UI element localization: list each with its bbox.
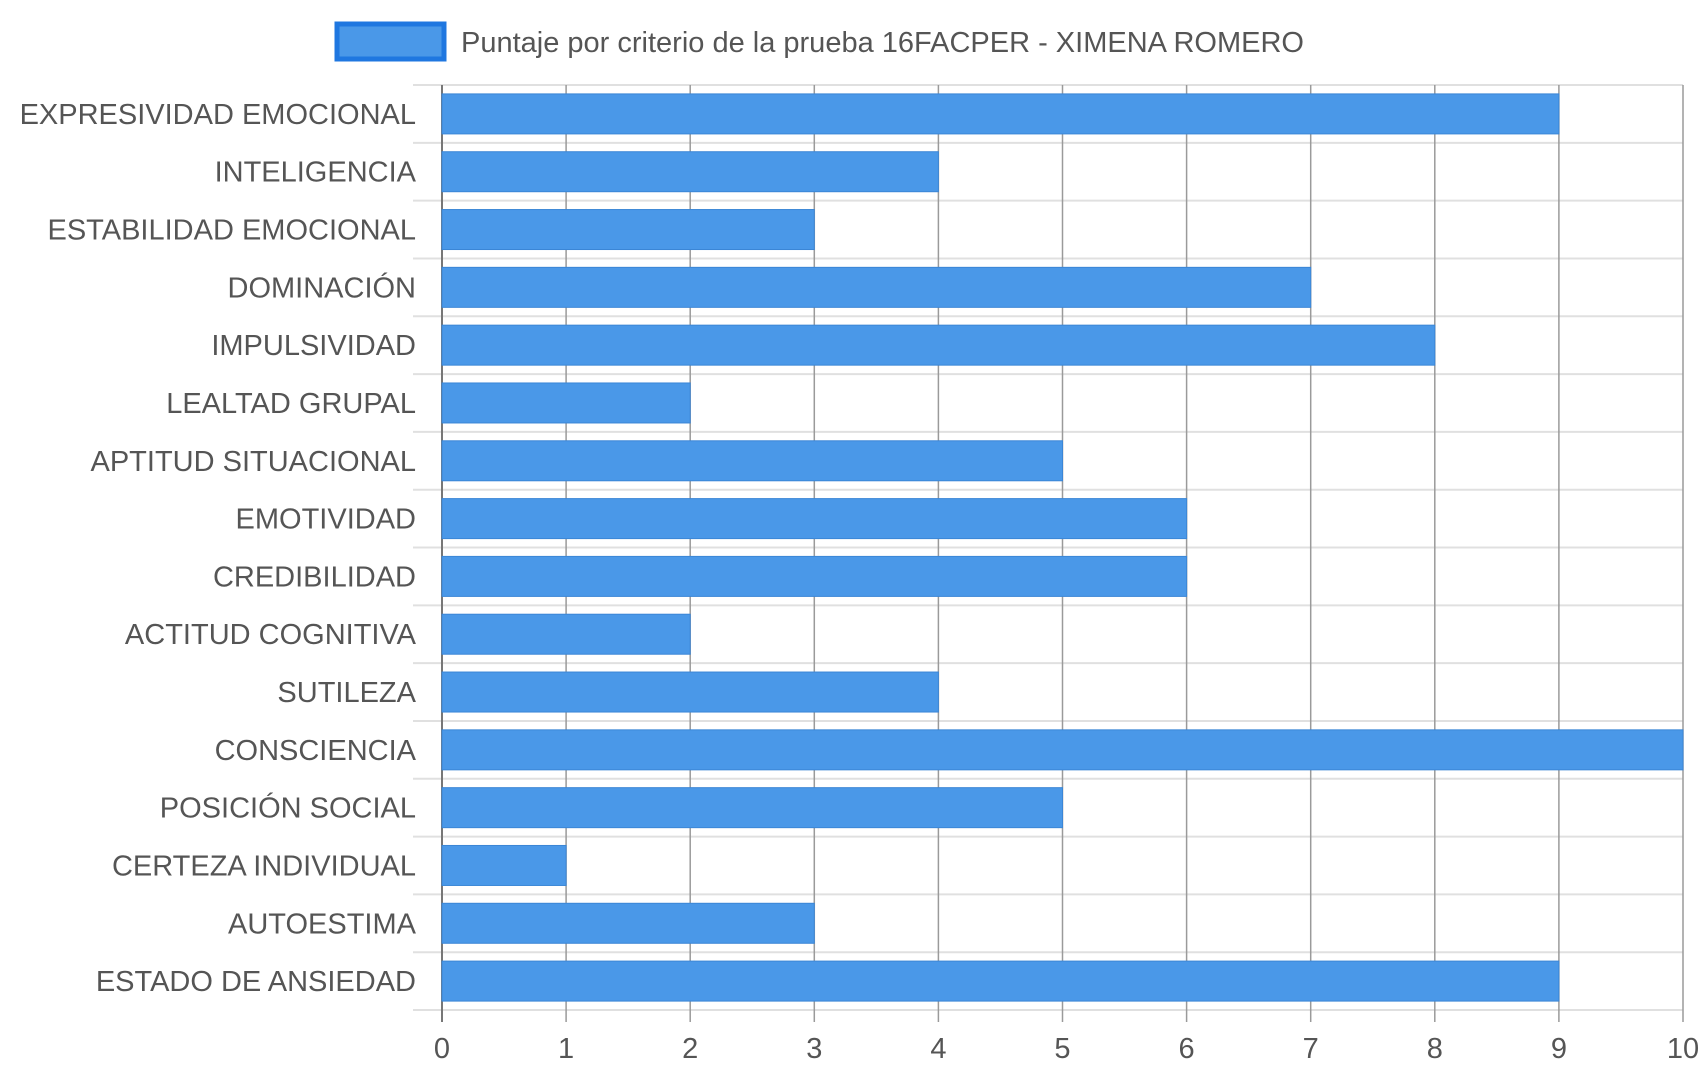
category-label: AUTOESTIMA — [228, 908, 417, 940]
bar — [441, 960, 1560, 1002]
bar — [441, 382, 691, 424]
legend[interactable]: Puntaje por criterio de la prueba 16FACP… — [334, 21, 1304, 62]
category-label: SUTILEZA — [277, 677, 416, 709]
category-label: CERTEZA INDIVIDUAL — [112, 850, 416, 882]
x-tick-label: 0 — [434, 1033, 450, 1065]
bar — [441, 844, 567, 886]
x-tick-label: 9 — [1551, 1033, 1567, 1065]
bar — [441, 266, 1312, 308]
horizontal-gridlines — [413, 84, 1683, 1011]
category-label: EXPRESIVIDAD EMOCIONAL — [20, 99, 416, 131]
category-label: LEALTAD GRUPAL — [166, 388, 416, 420]
category-label: APTITUD SITUACIONAL — [91, 446, 417, 478]
bar — [441, 324, 1436, 366]
x-tick-label: 8 — [1427, 1033, 1443, 1065]
category-label: ACTITUD COGNITIVA — [125, 619, 417, 651]
category-label: DOMINACIÓN — [228, 271, 417, 304]
category-label: CREDIBILIDAD — [213, 561, 416, 593]
x-tick-label: 2 — [682, 1033, 698, 1065]
bar-series — [441, 93, 1684, 1002]
bar — [441, 787, 1063, 829]
bar — [441, 902, 815, 944]
category-label: ESTADO DE ANSIEDAD — [96, 966, 416, 998]
category-label: ESTABILIDAD EMOCIONAL — [48, 215, 417, 247]
category-label: CONSCIENCIA — [215, 735, 417, 767]
x-tick-label: 6 — [1179, 1033, 1195, 1065]
category-label: IMPULSIVIDAD — [211, 330, 416, 362]
legend-swatch — [334, 21, 447, 62]
bar — [441, 151, 939, 193]
bar — [441, 729, 1684, 771]
bar — [441, 209, 815, 251]
bar — [441, 498, 1188, 540]
x-tick-label: 5 — [1054, 1033, 1070, 1065]
bar — [441, 555, 1188, 597]
x-tick-label: 7 — [1303, 1033, 1319, 1065]
bar — [441, 440, 1063, 482]
x-tick-label: 1 — [558, 1033, 574, 1065]
x-tick-label: 4 — [930, 1033, 946, 1065]
category-label: INTELIGENCIA — [215, 157, 417, 189]
bar — [441, 93, 1560, 135]
category-axis: EXPRESIVIDAD EMOCIONAL INTELIGENCIA ESTABI… — [20, 99, 417, 998]
value-axis: 0 1 2 3 4 5 6 7 8 9 10 — [434, 1033, 1699, 1065]
legend-label: Puntaje por criterio de la prueba 16FACP… — [461, 27, 1304, 59]
x-tick-label: 3 — [806, 1033, 822, 1065]
category-label: POSICIÓN SOCIAL — [160, 792, 416, 825]
x-tick-label: 10 — [1667, 1033, 1699, 1065]
bar — [441, 613, 691, 655]
category-label: EMOTIVIDAD — [236, 504, 416, 536]
bar — [441, 671, 939, 713]
